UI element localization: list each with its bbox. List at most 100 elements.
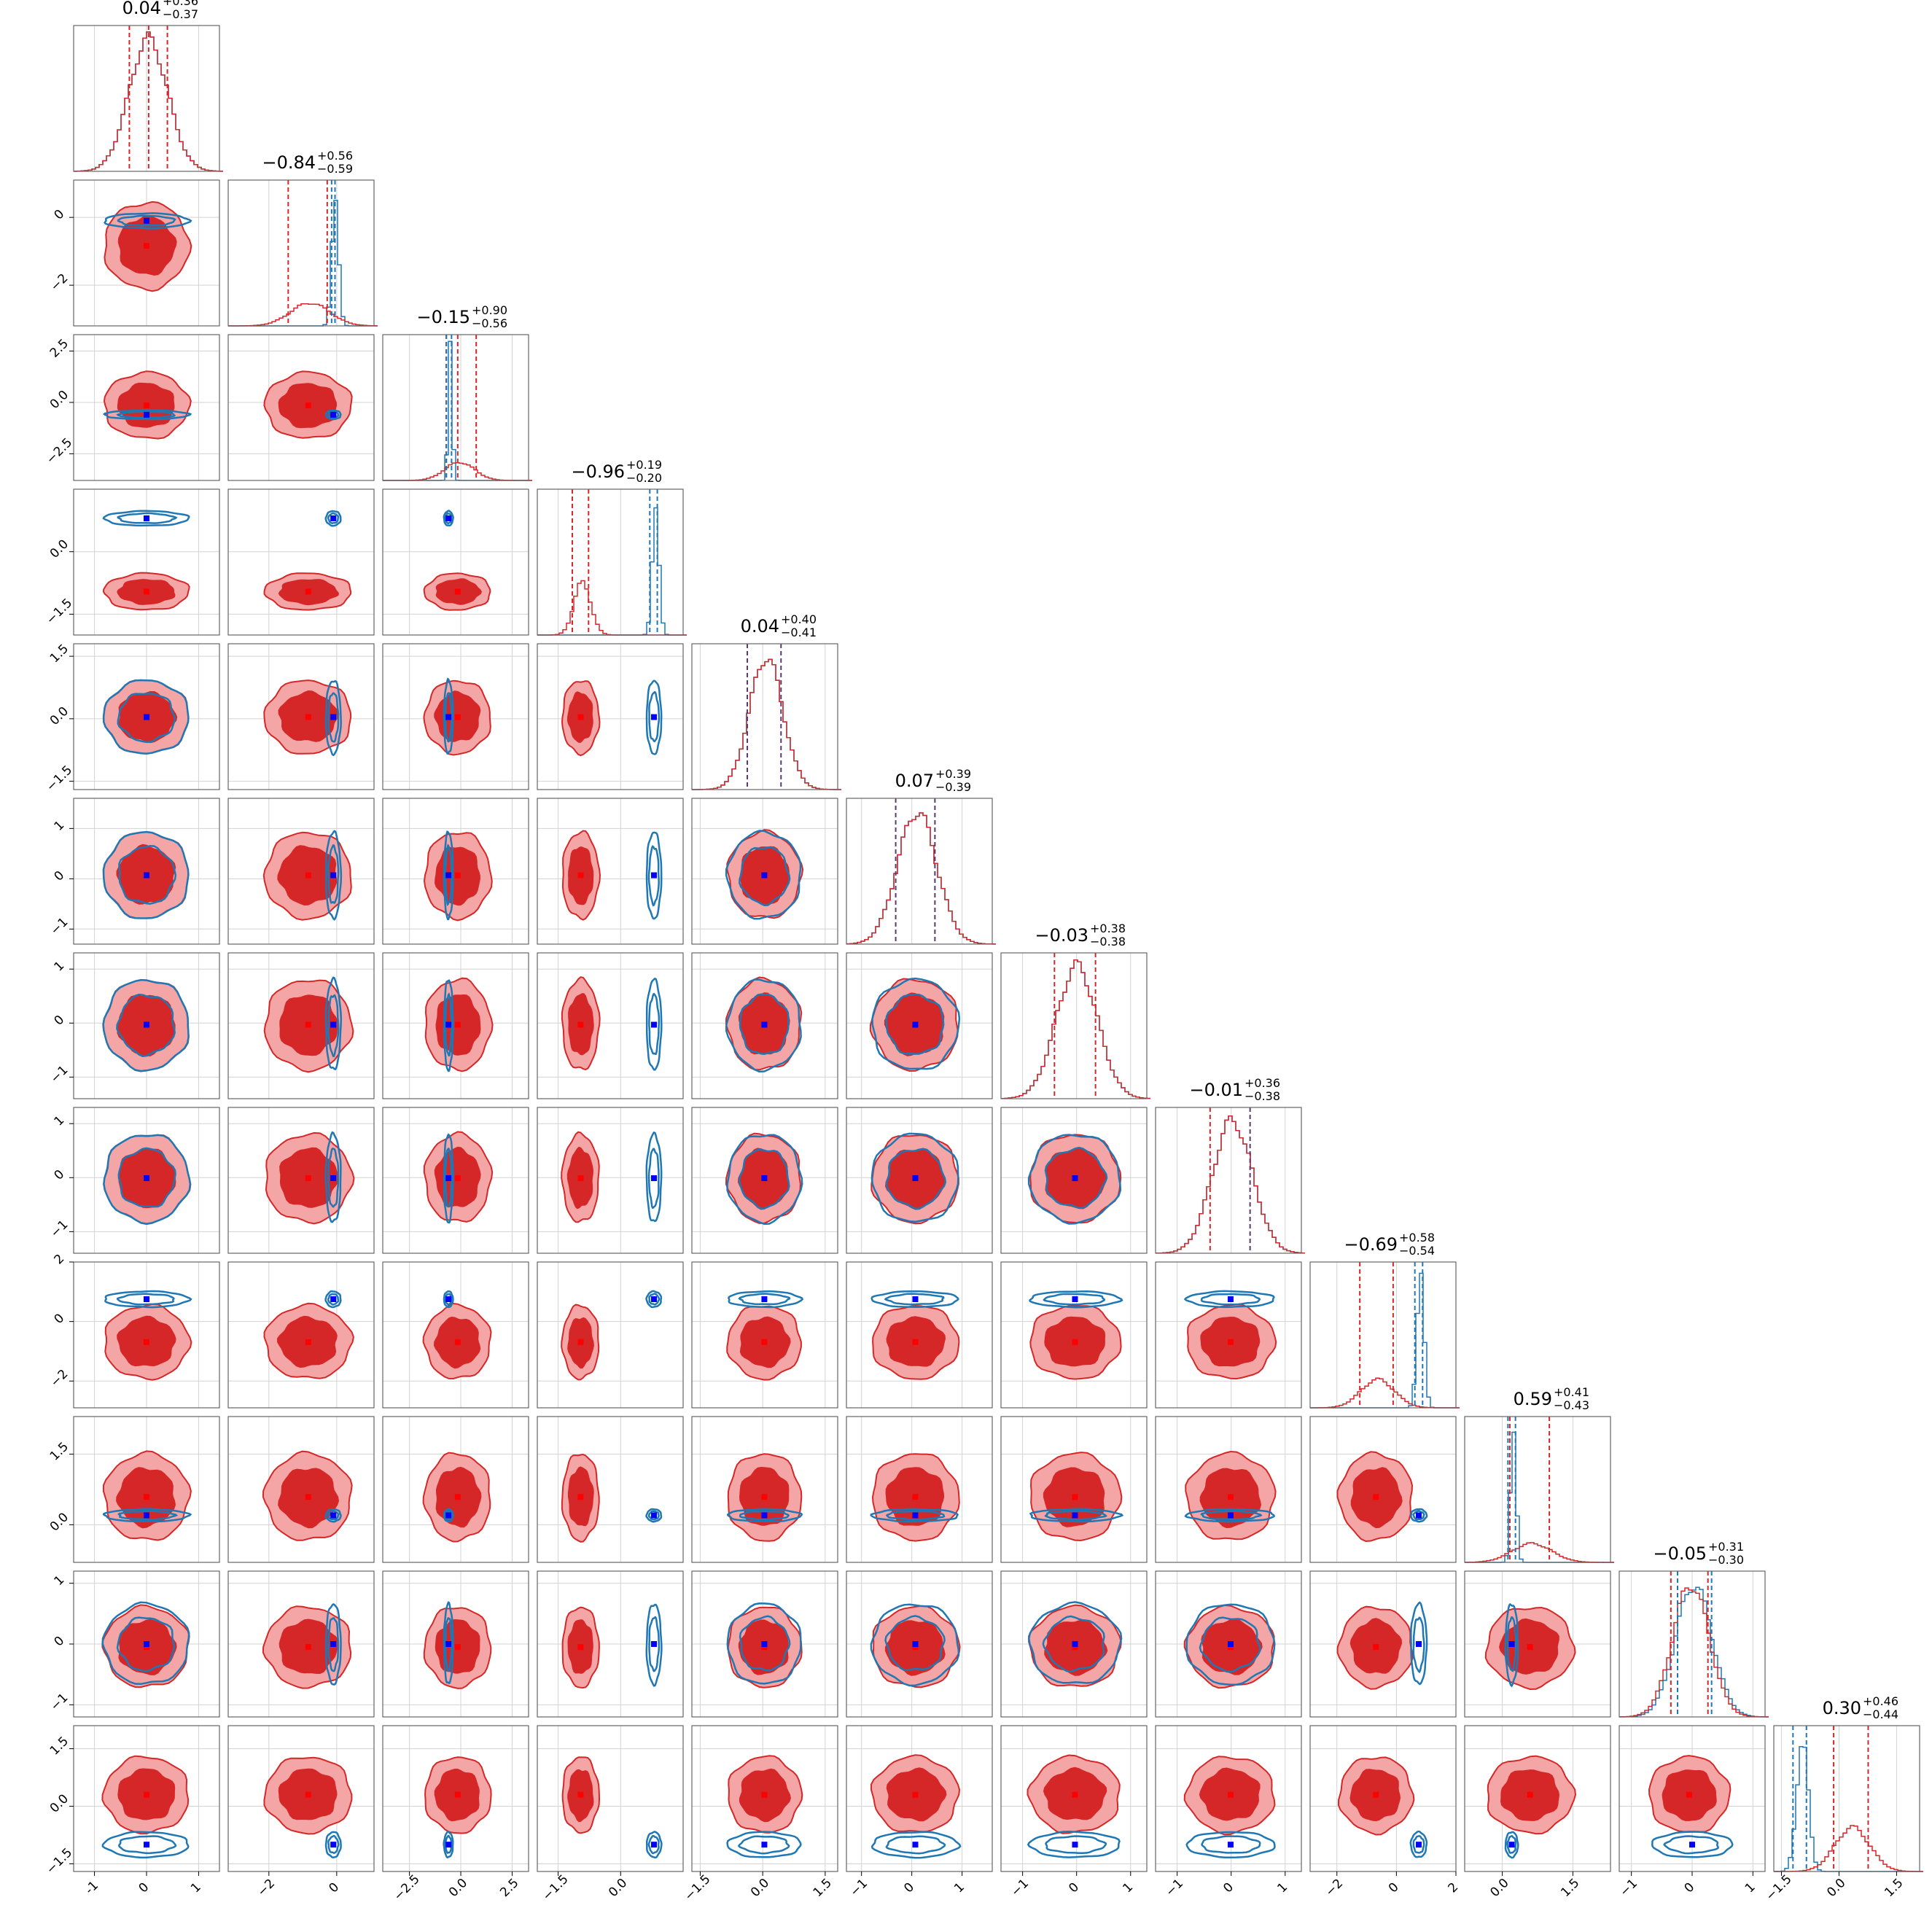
marker-series-a — [144, 1339, 149, 1345]
contour-series-b-outer — [645, 679, 663, 755]
marker-series-b — [445, 1641, 452, 1647]
histogram-series-a — [1001, 959, 1150, 1099]
histogram-series-a — [1156, 1115, 1305, 1254]
marker-series-a — [577, 1791, 584, 1798]
contour-series-b-inner — [738, 1293, 791, 1306]
contour-series-b-inner — [647, 1148, 660, 1210]
marker-series-b — [330, 515, 337, 521]
param-title-median: −0.15 — [416, 307, 470, 327]
contour-series-b-outer — [725, 978, 802, 1073]
marker-series-a — [577, 1339, 584, 1345]
marker-series-a — [1227, 1339, 1234, 1345]
histogram-series-b — [1619, 1586, 1769, 1718]
y-tick-label: 1.5 — [47, 1439, 71, 1463]
y-tick-label: 1 — [52, 1573, 68, 1589]
contour-series-b-outer — [443, 1830, 454, 1859]
histogram-series-a — [846, 812, 996, 945]
panel-frame — [537, 1107, 684, 1254]
param-title-minus: −0.20 — [626, 471, 662, 485]
contour-series-b-outer — [1183, 1290, 1275, 1309]
x-tick-label: 0.0 — [1487, 1876, 1511, 1900]
panel-frame — [227, 1416, 375, 1563]
marker-series-b — [912, 1175, 919, 1182]
panel-11-1: −2 0 — [227, 1725, 375, 1899]
marker-series-a — [454, 872, 461, 879]
marker-series-b — [912, 1021, 919, 1028]
panel-frame — [1309, 1570, 1457, 1718]
contour-series-b-outer — [1504, 1831, 1519, 1859]
x-tick-label: 1.5 — [811, 1876, 835, 1900]
marker-series-b — [1227, 1641, 1234, 1647]
marker-series-a — [577, 1175, 584, 1182]
panel-frame — [1464, 1416, 1611, 1563]
panel-frame — [846, 1261, 993, 1409]
contour-series-b-inner — [117, 512, 178, 524]
contour-series-b-inner — [118, 845, 177, 905]
marker-series-a — [454, 1494, 461, 1500]
x-tick-label: 0 — [1386, 1880, 1402, 1896]
marker-series-a — [912, 1494, 919, 1500]
param-title-plus: +0.56 — [317, 149, 353, 163]
y-tick-label: 0.0 — [47, 1791, 71, 1815]
panel-9-6 — [1000, 1416, 1148, 1563]
diag-panel-8: −0.69 +0.58−0.54 — [1309, 1231, 1460, 1409]
marker-series-a — [1373, 1791, 1379, 1798]
panel-9-3 — [537, 1416, 684, 1563]
contour-series-b-outer — [1027, 1134, 1122, 1225]
marker-series-a — [912, 1644, 919, 1651]
contour-series-b-outer — [726, 1508, 803, 1523]
y-tick-label: −1.5 — [44, 763, 75, 794]
marker-series-b — [651, 1641, 657, 1647]
contour-series-b-outer — [1651, 1831, 1734, 1858]
contour-series-b-outer — [443, 677, 454, 755]
panel-frame — [382, 334, 529, 481]
panel-10-8 — [1309, 1570, 1457, 1718]
contour-series-b-inner — [116, 1616, 176, 1672]
contour-series-b-outer — [726, 1602, 802, 1685]
param-title-median: −0.69 — [1344, 1234, 1398, 1255]
marker-series-a — [305, 1644, 311, 1651]
y-tick-label: −1 — [48, 1691, 71, 1714]
param-title-minus: −0.41 — [781, 626, 817, 639]
contour-series-b-inner — [884, 1615, 946, 1672]
panel-frame — [846, 798, 993, 945]
x-tick-label: 1 — [1120, 1880, 1136, 1896]
x-tick-label: −2.5 — [391, 1872, 422, 1904]
contour-series-b-inner — [739, 993, 790, 1055]
panel-frame — [846, 1107, 993, 1254]
contour-series-b-outer — [324, 1290, 342, 1309]
contour-series-b-inner — [1045, 1835, 1107, 1855]
marker-series-a — [577, 1494, 584, 1500]
marker-series-a — [1373, 1644, 1379, 1651]
marker-series-b — [330, 1021, 337, 1028]
panel-frame — [1309, 1725, 1457, 1872]
param-title-plus: +0.46 — [1863, 1694, 1898, 1708]
x-tick-label: −2 — [1323, 1877, 1346, 1900]
contour-series-b-inner — [1506, 1834, 1517, 1854]
marker-series-b — [1072, 1842, 1078, 1848]
panel-9-2 — [382, 1416, 529, 1563]
param-title-plus: +0.38 — [1090, 922, 1126, 935]
contour-series-b-inner — [648, 1293, 661, 1306]
panel-11-6: −1 0 1 — [1000, 1725, 1148, 1899]
panel-frame — [537, 1261, 684, 1409]
panel-frame — [1000, 1107, 1148, 1254]
marker-series-b — [912, 1641, 919, 1647]
marker-series-b — [445, 515, 452, 521]
panel-1-0: −2 0 — [48, 179, 220, 327]
contour-series-b-inner — [647, 845, 660, 907]
y-tick-label: 1.5 — [47, 1734, 71, 1758]
panel-10-4 — [691, 1570, 838, 1718]
panel-3-2 — [382, 488, 529, 636]
param-title-minus: −0.38 — [1244, 1089, 1280, 1103]
marker-series-b — [330, 872, 337, 879]
contour-series-b-outer — [102, 1508, 192, 1523]
marker-series-a — [912, 1339, 919, 1345]
y-tick-label: −1 — [48, 1063, 71, 1086]
marker-series-a — [144, 243, 149, 249]
x-tick-label: 0 — [136, 1880, 152, 1896]
param-title-plus: +0.19 — [626, 458, 662, 472]
marker-series-b — [1415, 1641, 1422, 1647]
panel-11-0: −1.5 0.0 1.5 -1 0 1 — [44, 1725, 220, 1898]
contour-series-b-outer — [443, 1508, 454, 1523]
